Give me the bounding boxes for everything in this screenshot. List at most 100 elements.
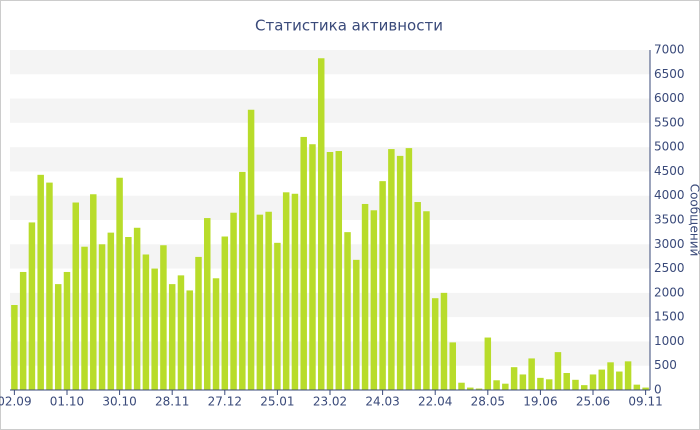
y-tick-label: 5000 <box>654 140 685 154</box>
y-tick-label: 4500 <box>654 164 685 178</box>
bar <box>528 358 535 390</box>
bar <box>46 182 53 390</box>
bar <box>230 212 237 390</box>
bar <box>247 109 255 390</box>
bar <box>624 361 632 390</box>
y-tick-label: 1500 <box>654 310 685 324</box>
x-tick-label: 01.10 <box>50 395 84 409</box>
bar <box>177 275 185 390</box>
bar <box>388 149 395 390</box>
bar <box>449 342 456 390</box>
bar <box>563 373 570 390</box>
bar <box>37 174 44 390</box>
bar <box>545 379 553 390</box>
y-axis-title: Сообщений <box>688 184 700 257</box>
bar <box>221 236 229 390</box>
bar <box>335 151 343 390</box>
bar <box>475 388 483 390</box>
bar <box>537 377 544 390</box>
bar <box>125 237 132 390</box>
bar <box>502 383 509 390</box>
bar <box>633 384 641 390</box>
x-tick-label: 30.10 <box>102 395 136 409</box>
bar <box>300 136 307 390</box>
bar <box>309 144 316 390</box>
bar <box>160 245 167 390</box>
bar <box>484 337 492 390</box>
bar <box>414 202 421 390</box>
x-tick-label: 22.04 <box>418 395 452 409</box>
bar <box>291 193 299 390</box>
bar <box>370 210 378 390</box>
bar <box>133 227 141 390</box>
bar <box>142 254 150 390</box>
bar <box>405 148 413 390</box>
x-tick-label: 09.11 <box>628 395 662 409</box>
x-tick-label: 02.09 <box>0 395 32 409</box>
bar <box>28 222 36 390</box>
y-tick-label: 1000 <box>654 334 685 348</box>
bar <box>265 211 272 390</box>
bar <box>572 379 579 390</box>
x-tick-label: 25.01 <box>260 395 294 409</box>
bar <box>90 194 97 390</box>
bar <box>63 271 71 390</box>
bar <box>361 203 369 390</box>
y-tick-label: 6500 <box>654 67 685 81</box>
bar <box>212 278 220 390</box>
y-tick-label: 4000 <box>654 188 685 202</box>
bar <box>256 214 264 390</box>
bar <box>54 284 62 390</box>
x-tick-label: 27.12 <box>208 395 242 409</box>
bar <box>81 246 88 390</box>
bar <box>195 256 202 390</box>
bar <box>519 374 527 390</box>
bar <box>554 352 562 390</box>
bar <box>589 374 597 390</box>
bar <box>440 292 448 390</box>
bar <box>282 192 290 390</box>
bar <box>204 218 211 390</box>
chart-title: Статистика активности <box>255 17 443 35</box>
bar <box>344 232 351 390</box>
bar <box>458 382 465 390</box>
y-tick-label: 2500 <box>654 261 685 275</box>
bar <box>642 387 649 390</box>
bar <box>151 268 158 390</box>
y-tick-label: 3000 <box>654 237 685 251</box>
bar <box>423 211 430 390</box>
bar <box>467 387 474 390</box>
bar <box>379 181 386 390</box>
bar <box>493 380 500 390</box>
y-tick-label: 0 <box>654 383 662 397</box>
x-tick-label: 28.05 <box>471 395 505 409</box>
bar <box>19 271 27 390</box>
bar <box>616 371 623 390</box>
bar <box>107 232 115 390</box>
bar <box>11 305 18 390</box>
grid-band <box>10 98 650 123</box>
y-tick-label: 3500 <box>654 213 685 227</box>
x-tick-label: 24.03 <box>365 395 399 409</box>
bar <box>326 152 334 390</box>
bar <box>317 58 325 390</box>
bar <box>72 202 79 390</box>
grid-band <box>10 50 650 75</box>
y-tick-label: 500 <box>654 358 677 372</box>
bar <box>396 155 404 390</box>
bar <box>431 298 439 390</box>
y-tick-label: 7000 <box>654 43 685 57</box>
bar <box>581 385 588 390</box>
x-tick-label: 28.11 <box>155 395 189 409</box>
bar <box>598 369 606 390</box>
bar <box>274 242 281 390</box>
bar <box>186 290 193 390</box>
y-tick-label: 5500 <box>654 115 685 129</box>
bar <box>239 171 246 390</box>
bar <box>168 284 176 390</box>
bar <box>353 259 360 390</box>
bar <box>510 367 518 390</box>
bar <box>116 177 123 390</box>
bar <box>98 244 106 390</box>
